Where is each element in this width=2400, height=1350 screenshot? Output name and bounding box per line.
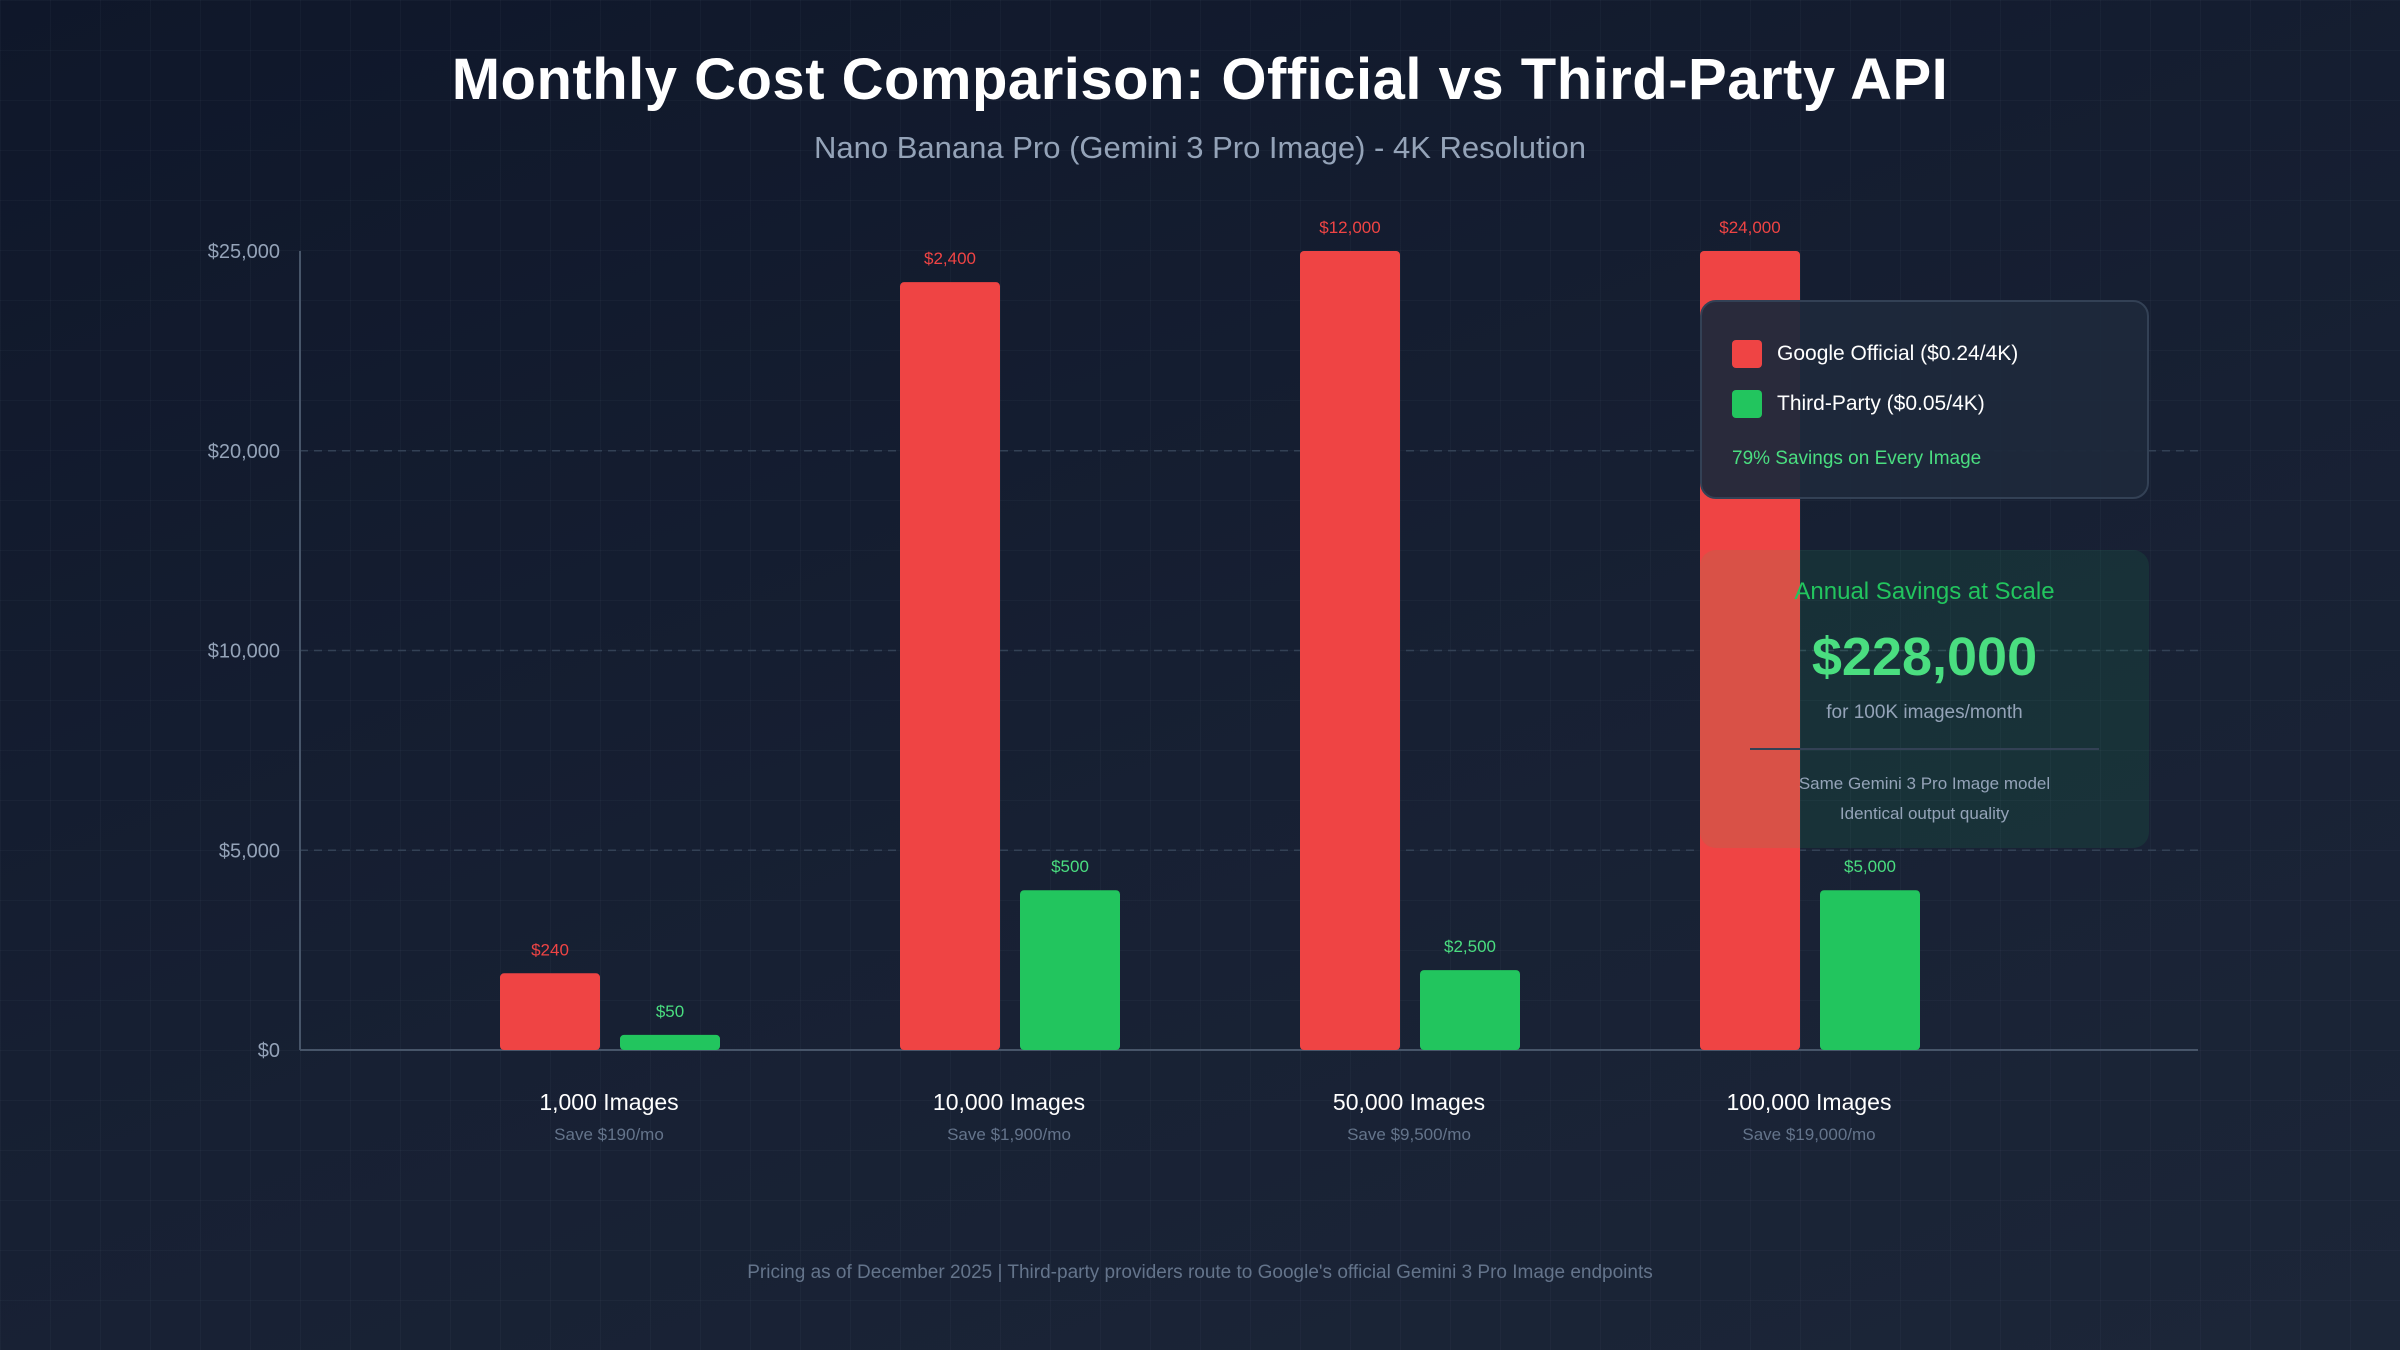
category-savings-note: Save $19,000/mo xyxy=(1742,1125,1875,1144)
bar-value-label: $500 xyxy=(1051,857,1089,876)
annual-amount: $228,000 xyxy=(1811,627,2038,687)
category-savings-note: Save $9,500/mo xyxy=(1347,1125,1471,1144)
x-category-label: 100,000 Images xyxy=(1727,1089,1892,1115)
annual-title: Annual Savings at Scale xyxy=(1794,578,2055,605)
annual-caption: for 100K images/month xyxy=(1826,702,2023,723)
footer-note: Pricing as of December 2025 | Third-part… xyxy=(747,1262,1653,1283)
bar-value-label: $2,500 xyxy=(1444,937,1496,956)
annual-note-model: Same Gemini 3 Pro Image model xyxy=(1798,774,2051,793)
bar-third-party xyxy=(1420,970,1520,1050)
legend-swatch-official xyxy=(1732,340,1762,368)
annual-savings-card: Annual Savings at Scale $228,000 for 100… xyxy=(1700,550,2149,848)
annual-note-quality: Identical output quality xyxy=(1839,804,2010,823)
chart-subtitle: Nano Banana Pro (Gemini 3 Pro Image) - 4… xyxy=(814,130,1586,165)
bar-value-label: $50 xyxy=(656,1002,684,1021)
bar-third-party xyxy=(620,1034,720,1050)
bar-value-label: $240 xyxy=(531,940,569,959)
x-category-label: 50,000 Images xyxy=(1333,1089,1485,1115)
bar-third-party xyxy=(1820,890,1920,1050)
y-tick-label: $0 xyxy=(258,1040,280,1062)
legend-swatch-third-party xyxy=(1732,390,1762,418)
y-tick-label: $20,000 xyxy=(208,441,280,463)
bar-value-label: $2,400 xyxy=(924,249,976,268)
savings-note: 79% Savings on Every Image xyxy=(1732,448,1982,469)
legend-label-third-party: Third-Party ($0.05/4K) xyxy=(1777,392,1985,415)
bar-value-label: $24,000 xyxy=(1719,218,1780,237)
legend: Google Official ($0.24/4K) Third-Party (… xyxy=(1700,300,2149,499)
bar-value-label: $12,000 xyxy=(1319,218,1380,237)
annual-divider xyxy=(1750,748,2099,750)
y-tick-label: $5,000 xyxy=(219,840,280,862)
y-tick-label: $10,000 xyxy=(208,641,280,663)
x-category-label: 10,000 Images xyxy=(933,1089,1085,1115)
legend-item-official: Google Official ($0.24/4K) xyxy=(1732,340,2018,368)
bar-official xyxy=(1300,251,1400,1050)
category-savings-note: Save $190/mo xyxy=(554,1125,664,1144)
legend-label-official: Google Official ($0.24/4K) xyxy=(1777,342,2019,365)
y-tick-label: $25,000 xyxy=(208,241,280,263)
bar-official xyxy=(500,973,600,1050)
chart-title: Monthly Cost Comparison: Official vs Thi… xyxy=(451,47,1949,112)
bar-official xyxy=(900,282,1000,1050)
x-category-label: 1,000 Images xyxy=(539,1089,678,1115)
bar-value-label: $5,000 xyxy=(1844,857,1896,876)
legend-item-third-party: Third-Party ($0.05/4K) xyxy=(1732,390,1985,418)
category-savings-note: Save $1,900/mo xyxy=(947,1125,1071,1144)
bar-third-party xyxy=(1020,890,1120,1050)
